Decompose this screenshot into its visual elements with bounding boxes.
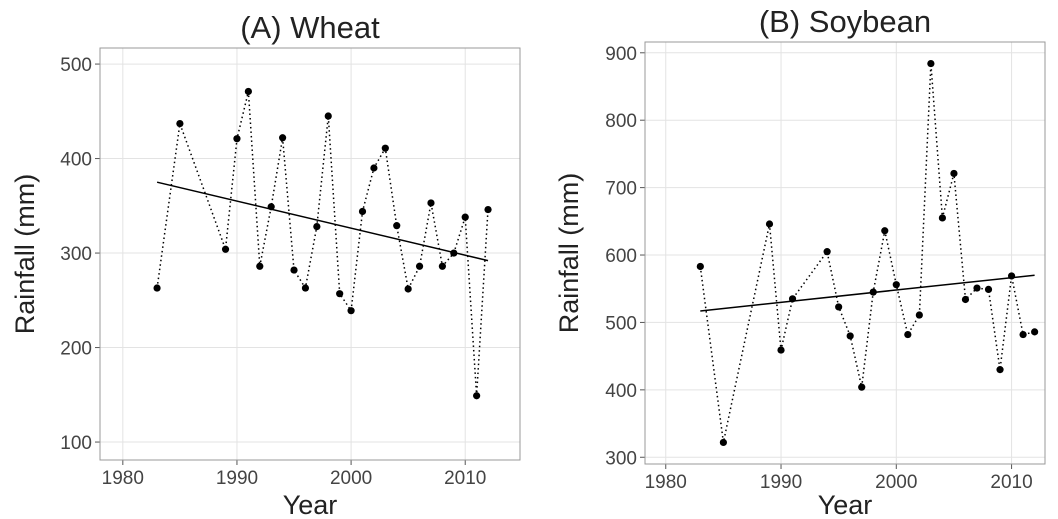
trend-line <box>700 274 1035 312</box>
data-point <box>221 245 230 253</box>
y-tick-label: 400 <box>605 381 637 402</box>
data-point <box>915 311 923 319</box>
y-tick-label: 600 <box>605 246 637 267</box>
y-tick-label: 400 <box>60 150 92 171</box>
y-axis-title: Rainfall (mm) <box>554 173 584 334</box>
data-point <box>381 144 389 152</box>
data-point <box>301 284 310 292</box>
plot-border <box>99 47 521 461</box>
data-point <box>881 227 889 235</box>
data-point <box>927 59 935 68</box>
trend-line <box>156 181 489 262</box>
panel: 100 200 300 400 500 1980 1990 2000 2010 (A) Wheat… <box>10 10 521 519</box>
data-point <box>961 295 970 304</box>
data-point <box>835 303 843 311</box>
data-point <box>950 169 958 178</box>
data-point <box>777 346 785 354</box>
data-point <box>244 87 252 96</box>
y-tick-label: 900 <box>605 44 637 65</box>
data-point <box>788 295 797 303</box>
y-tick-label: 300 <box>605 448 637 469</box>
data-point <box>858 383 866 391</box>
panel: 300 400 500 600 700 800 900 1980 1990 2000 2010 (B)… <box>554 4 1046 519</box>
data-point <box>984 285 993 294</box>
x-tick-label: 1990 <box>760 472 802 493</box>
y-axis-title: Rainfall (mm) <box>10 174 40 335</box>
data-point <box>1007 272 1016 280</box>
plot-border <box>644 41 1046 465</box>
data-point <box>347 307 355 315</box>
data-point <box>1031 328 1039 336</box>
data-point <box>256 262 264 270</box>
data-point <box>719 438 727 447</box>
y-tick-label: 700 <box>605 179 637 200</box>
y-tick-label: 200 <box>60 339 92 360</box>
data-point <box>279 134 287 142</box>
data-point <box>438 262 446 270</box>
data-point <box>869 288 877 296</box>
x-axis-title: Year <box>818 490 873 519</box>
data-point <box>290 266 298 274</box>
data-point <box>324 112 332 120</box>
y-tick-label: 500 <box>605 313 637 334</box>
data-point <box>846 332 854 340</box>
data-point <box>973 284 981 292</box>
data-point <box>765 220 774 228</box>
data-point <box>393 222 401 230</box>
data-point <box>358 207 367 216</box>
plot-background <box>100 48 520 460</box>
x-axis-title: Year <box>283 490 338 519</box>
data-point <box>415 262 424 270</box>
data-point <box>336 290 344 298</box>
data-point <box>267 203 275 211</box>
y-tick-label: 800 <box>605 111 637 132</box>
data-point <box>370 164 378 172</box>
data-point <box>473 392 481 400</box>
data-point <box>892 281 900 289</box>
chart-title: (A) Wheat <box>240 10 380 45</box>
data-point <box>823 248 831 256</box>
data-point <box>904 330 912 339</box>
chart-title: (B) Soybean <box>759 4 931 39</box>
data-point <box>1019 330 1027 339</box>
data-point <box>313 222 321 231</box>
x-tick-label: 1990 <box>216 468 258 489</box>
data-point <box>233 135 241 143</box>
x-tick-label: 2010 <box>990 472 1032 493</box>
data-point <box>696 262 704 271</box>
y-tick-label: 100 <box>60 433 92 454</box>
data-line <box>699 63 1035 443</box>
x-tick-label: 1980 <box>645 472 687 493</box>
data-point <box>404 285 412 293</box>
y-tick-label: 300 <box>60 244 92 265</box>
x-tick-label: 2000 <box>875 472 917 493</box>
plot-background <box>645 42 1045 464</box>
data-point <box>484 205 492 214</box>
x-tick-label: 2000 <box>330 468 372 489</box>
x-tick-label: 1980 <box>102 468 144 489</box>
data-point <box>427 199 435 207</box>
data-point <box>153 284 161 292</box>
data-point <box>450 249 458 257</box>
x-tick-label: 2010 <box>444 468 486 489</box>
data-point <box>176 119 184 128</box>
data-point <box>461 213 469 221</box>
data-point <box>938 214 947 222</box>
y-tick-label: 500 <box>60 55 92 76</box>
data-point <box>996 366 1004 374</box>
